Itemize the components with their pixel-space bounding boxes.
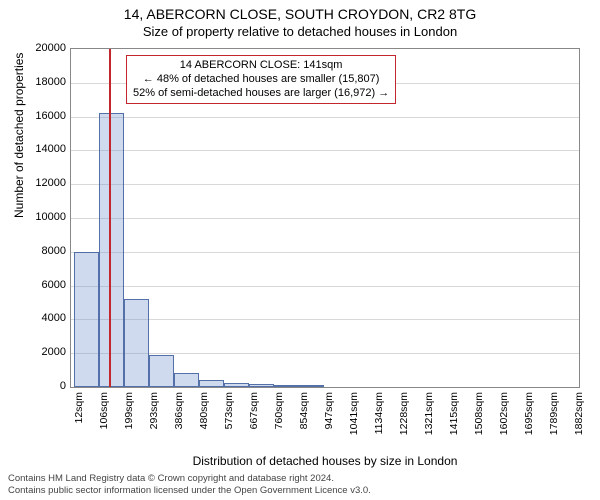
x-tick-label: 760sqm [273,392,285,429]
x-tick-label: 199sqm [123,392,135,429]
footer-line-1: Contains HM Land Registry data © Crown c… [8,473,371,484]
histogram-bar [249,384,274,387]
footer-line-2: Contains public sector information licen… [8,485,371,496]
x-axis-label: Distribution of detached houses by size … [70,454,580,468]
histogram-bar [224,383,249,387]
gridline [71,252,579,253]
x-tick-label: 1789sqm [548,392,560,435]
x-tick-label: 1228sqm [398,392,410,435]
x-tick-label: 947sqm [323,392,335,429]
y-tick-label: 8000 [16,245,66,257]
y-tick-label: 12000 [16,177,66,189]
histogram-bar [299,385,324,387]
x-tick-label: 386sqm [173,392,185,429]
histogram-bar [124,299,149,387]
y-tick-label: 6000 [16,279,66,291]
y-tick-label: 2000 [16,346,66,358]
y-tick-label: 18000 [16,76,66,88]
x-tick-label: 1695sqm [523,392,535,435]
gridline [71,286,579,287]
annotation-box: 14 ABERCORN CLOSE: 141sqm ← 48% of detac… [126,55,396,104]
x-tick-label: 667sqm [248,392,260,429]
x-tick-label: 1415sqm [448,392,460,435]
x-tick-label: 293sqm [148,392,160,429]
histogram-bar [74,252,99,387]
histogram-bar [199,380,224,387]
y-tick-label: 0 [16,380,66,392]
y-tick-label: 16000 [16,110,66,122]
marker-line [109,49,111,387]
x-tick-label: 1134sqm [373,392,385,434]
plot-area: 14 ABERCORN CLOSE: 141sqm ← 48% of detac… [70,48,580,388]
annotation-line-3: 52% of semi-detached houses are larger (… [133,87,389,101]
y-tick-label: 4000 [16,312,66,324]
chart-subtitle: Size of property relative to detached ho… [0,24,600,39]
x-tick-label: 106sqm [98,392,110,429]
y-tick-label: 10000 [16,211,66,223]
y-tick-label: 20000 [16,42,66,54]
footer-attribution: Contains HM Land Registry data © Crown c… [8,473,371,496]
gridline [71,218,579,219]
x-tick-label: 1041sqm [348,392,360,435]
histogram-bar [274,385,299,387]
x-tick-label: 1882sqm [573,392,585,435]
chart-title: 14, ABERCORN CLOSE, SOUTH CROYDON, CR2 8… [0,6,600,22]
histogram-bar [99,113,124,387]
x-tick-label: 480sqm [198,392,210,429]
x-tick-label: 854sqm [298,392,310,429]
y-tick-label: 14000 [16,143,66,155]
annotation-line-1: 14 ABERCORN CLOSE: 141sqm [133,59,389,73]
x-tick-label: 1602sqm [498,392,510,435]
annotation-line-2: ← 48% of detached houses are smaller (15… [133,73,389,87]
x-tick-label: 1508sqm [473,392,485,435]
histogram-bar [149,355,174,387]
histogram-bar [174,373,199,387]
x-tick-label: 573sqm [223,392,235,429]
x-tick-label: 1321sqm [423,392,435,435]
gridline [71,150,579,151]
figure-root: 14, ABERCORN CLOSE, SOUTH CROYDON, CR2 8… [0,0,600,500]
x-tick-label: 12sqm [73,392,85,424]
gridline [71,184,579,185]
gridline [71,117,579,118]
